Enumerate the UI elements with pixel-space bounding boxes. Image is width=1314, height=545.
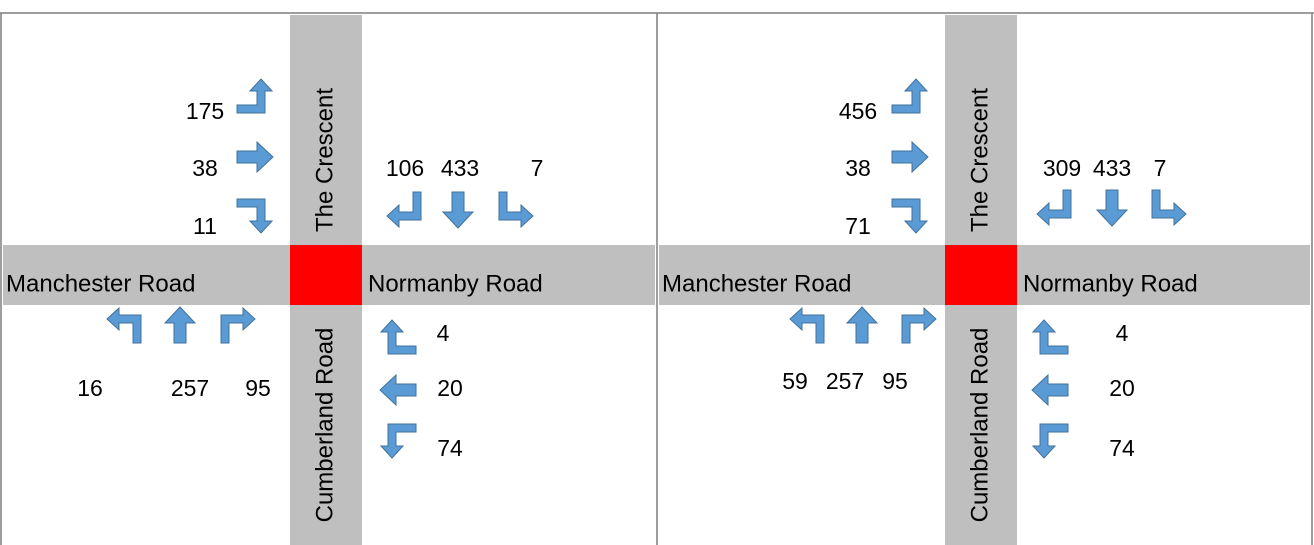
turn-count: 71 [845, 213, 871, 239]
turn-arrow [380, 319, 417, 355]
road-name: Manchester Road [6, 270, 195, 297]
turn-count: 4 [1116, 320, 1129, 346]
road-name: The Crescent [311, 88, 338, 232]
turn-arrow [1032, 423, 1069, 459]
road-name: Cumberland Road [966, 328, 993, 523]
turn-arrow [901, 307, 937, 344]
junction [945, 245, 1017, 305]
turn-arrow [1032, 319, 1069, 355]
turn-count: 7 [531, 155, 544, 181]
turn-count: 38 [845, 155, 871, 181]
turn-arrow [220, 307, 256, 344]
turn-count: 257 [171, 375, 209, 401]
turn-arrow [891, 78, 928, 114]
turn-count: 74 [437, 435, 463, 461]
turn-count: 20 [1109, 375, 1135, 401]
turn-arrow [236, 141, 274, 173]
turn-count: 433 [1093, 155, 1131, 181]
turn-arrow [1036, 189, 1072, 226]
road-name: The Crescent [966, 88, 993, 232]
turn-arrow [846, 306, 878, 344]
turn-count: 16 [77, 375, 103, 401]
turn-count: 257 [826, 368, 864, 394]
turn-count: 433 [441, 155, 479, 181]
turn-arrow [789, 307, 825, 344]
turn-count: 7 [1154, 155, 1167, 181]
turn-arrow [236, 78, 273, 114]
turn-arrow [380, 423, 417, 459]
turn-count: 4 [437, 320, 450, 346]
turn-count: 309 [1043, 155, 1081, 181]
road-name: Normanby Road [1023, 270, 1198, 297]
turn-count: 95 [882, 368, 908, 394]
turn-count: 20 [437, 375, 463, 401]
turn-count: 38 [192, 155, 218, 181]
turn-arrow [379, 374, 417, 406]
turn-arrow [891, 141, 929, 173]
turn-count: 59 [782, 368, 808, 394]
turn-arrow [106, 307, 142, 344]
turn-count: 106 [386, 155, 424, 181]
road-name: Manchester Road [662, 270, 851, 297]
road-name: Normanby Road [368, 270, 543, 297]
turn-arrow [386, 191, 422, 228]
turn-arrow [164, 306, 196, 344]
turn-arrow [1031, 374, 1069, 406]
turn-count: 456 [839, 98, 877, 124]
turn-arrow [442, 191, 474, 229]
turn-arrow [1096, 189, 1128, 227]
turn-count: 175 [186, 98, 224, 124]
turn-count: 74 [1109, 435, 1135, 461]
turn-arrow [1151, 189, 1187, 226]
turn-arrow [498, 191, 534, 228]
turn-count: 11 [193, 213, 217, 239]
road-name: Cumberland Road [311, 328, 338, 523]
turn-arrow [891, 198, 928, 234]
turn-arrow [236, 198, 273, 234]
turn-count: 95 [245, 375, 271, 401]
junction [290, 245, 362, 305]
